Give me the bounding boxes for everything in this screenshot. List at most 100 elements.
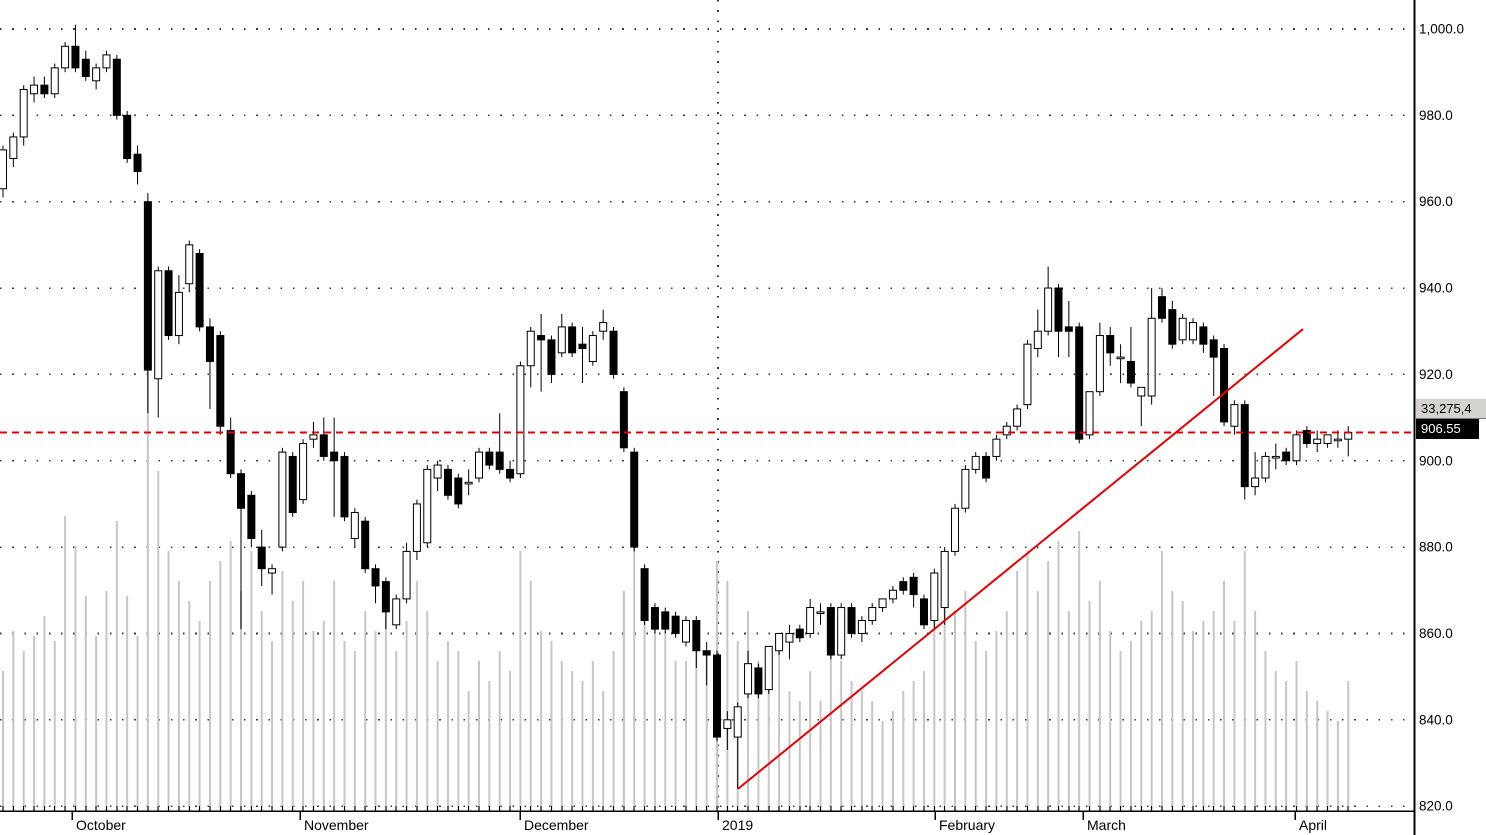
- candle: [1251, 452, 1260, 496]
- candle: [1044, 266, 1053, 336]
- volume-bar: [1326, 711, 1329, 811]
- candle: [1137, 386, 1146, 427]
- volume-bar: [167, 551, 170, 811]
- x-axis-label: November: [304, 817, 369, 833]
- volume-bar: [446, 641, 449, 811]
- candle: [330, 417, 339, 517]
- volume-bar: [695, 621, 698, 811]
- candle: [806, 598, 815, 638]
- candle: [485, 447, 494, 470]
- volume-bar: [829, 641, 832, 811]
- volume-bar: [819, 701, 822, 811]
- volume-bar: [64, 516, 67, 811]
- candle: [692, 616, 701, 668]
- volume-bar: [105, 591, 108, 811]
- volume-bar: [1150, 611, 1153, 811]
- candle: [795, 624, 804, 643]
- volume-bar: [1026, 551, 1029, 811]
- candle: [1023, 339, 1032, 409]
- y-axis-label: 820.0: [1419, 799, 1453, 814]
- candle: [1220, 344, 1229, 427]
- volume-bar: [674, 661, 677, 811]
- y-axis-label: 840.0: [1419, 712, 1453, 727]
- candle: [402, 542, 411, 604]
- candle: [1116, 344, 1125, 384]
- candle: [154, 266, 163, 418]
- volume-bar: [95, 636, 98, 811]
- last-price-tag: 906.55: [1416, 419, 1479, 439]
- candle: [526, 326, 535, 388]
- volume-bar: [902, 691, 905, 811]
- candle: [0, 145, 7, 198]
- candle: [1033, 309, 1042, 358]
- volume-bar: [1223, 581, 1226, 811]
- candle: [1002, 421, 1011, 440]
- volume-bar: [384, 591, 387, 811]
- candle: [143, 193, 152, 414]
- volume-bar: [478, 661, 481, 811]
- candle: [392, 594, 401, 630]
- candle: [619, 387, 628, 453]
- candle: [516, 361, 525, 479]
- volume-bar: [1336, 721, 1339, 811]
- candle: [205, 318, 214, 409]
- x-axis-label: April: [1299, 817, 1327, 833]
- candle: [340, 452, 349, 522]
- candle: [1282, 447, 1291, 466]
- volume-bar: [912, 681, 915, 811]
- candle: [961, 465, 970, 513]
- candle: [899, 577, 908, 595]
- candle: [857, 616, 866, 643]
- volume-bar: [850, 681, 853, 811]
- candle: [650, 603, 659, 634]
- volume-bar: [2, 671, 4, 811]
- candle: [588, 331, 597, 366]
- volume-bar: [364, 611, 367, 811]
- volume-bar: [240, 591, 243, 811]
- volume-bar: [1295, 661, 1298, 811]
- candle: [609, 326, 618, 379]
- candle: [299, 439, 308, 504]
- volume-bar: [560, 661, 563, 811]
- candle: [713, 650, 722, 742]
- candle: [1261, 452, 1270, 483]
- candle: [744, 650, 753, 699]
- x-axis-label: October: [76, 817, 126, 833]
- candle: [506, 460, 515, 483]
- candle: [112, 54, 121, 120]
- volume-bar: [1192, 631, 1195, 811]
- volume-bar: [1305, 691, 1308, 811]
- candle: [81, 50, 90, 81]
- x-axis-label: December: [524, 817, 589, 833]
- volume-bar: [684, 661, 687, 811]
- volume-bar: [612, 651, 615, 811]
- axes[interactable]: [0, 0, 1416, 835]
- candle: [1302, 426, 1311, 448]
- candle: [381, 577, 390, 630]
- volume-bar: [1109, 631, 1112, 811]
- volume-bar: [1078, 531, 1081, 811]
- candle: [1075, 322, 1084, 444]
- volume-bar: [1057, 541, 1060, 811]
- candle: [288, 452, 297, 517]
- candle: [1189, 318, 1198, 345]
- volume-bar: [53, 641, 56, 811]
- volume-bar: [922, 671, 925, 811]
- candle: [578, 326, 587, 384]
- trendline[interactable]: [737, 328, 1304, 790]
- candle: [847, 603, 856, 638]
- candle: [1106, 326, 1115, 366]
- candle: [1199, 322, 1208, 353]
- y-axis-label: 860.0: [1419, 626, 1453, 641]
- candle: [1157, 288, 1166, 323]
- volume-bar: [343, 641, 346, 811]
- volume-bar: [995, 631, 998, 811]
- candlesticks: [0, 24, 1353, 789]
- volume-bar: [333, 581, 336, 811]
- candle: [1013, 404, 1022, 431]
- volume-bar: [1285, 681, 1288, 811]
- candle: [1323, 434, 1332, 448]
- volume-bar: [1160, 551, 1163, 811]
- volume-bar: [22, 651, 25, 811]
